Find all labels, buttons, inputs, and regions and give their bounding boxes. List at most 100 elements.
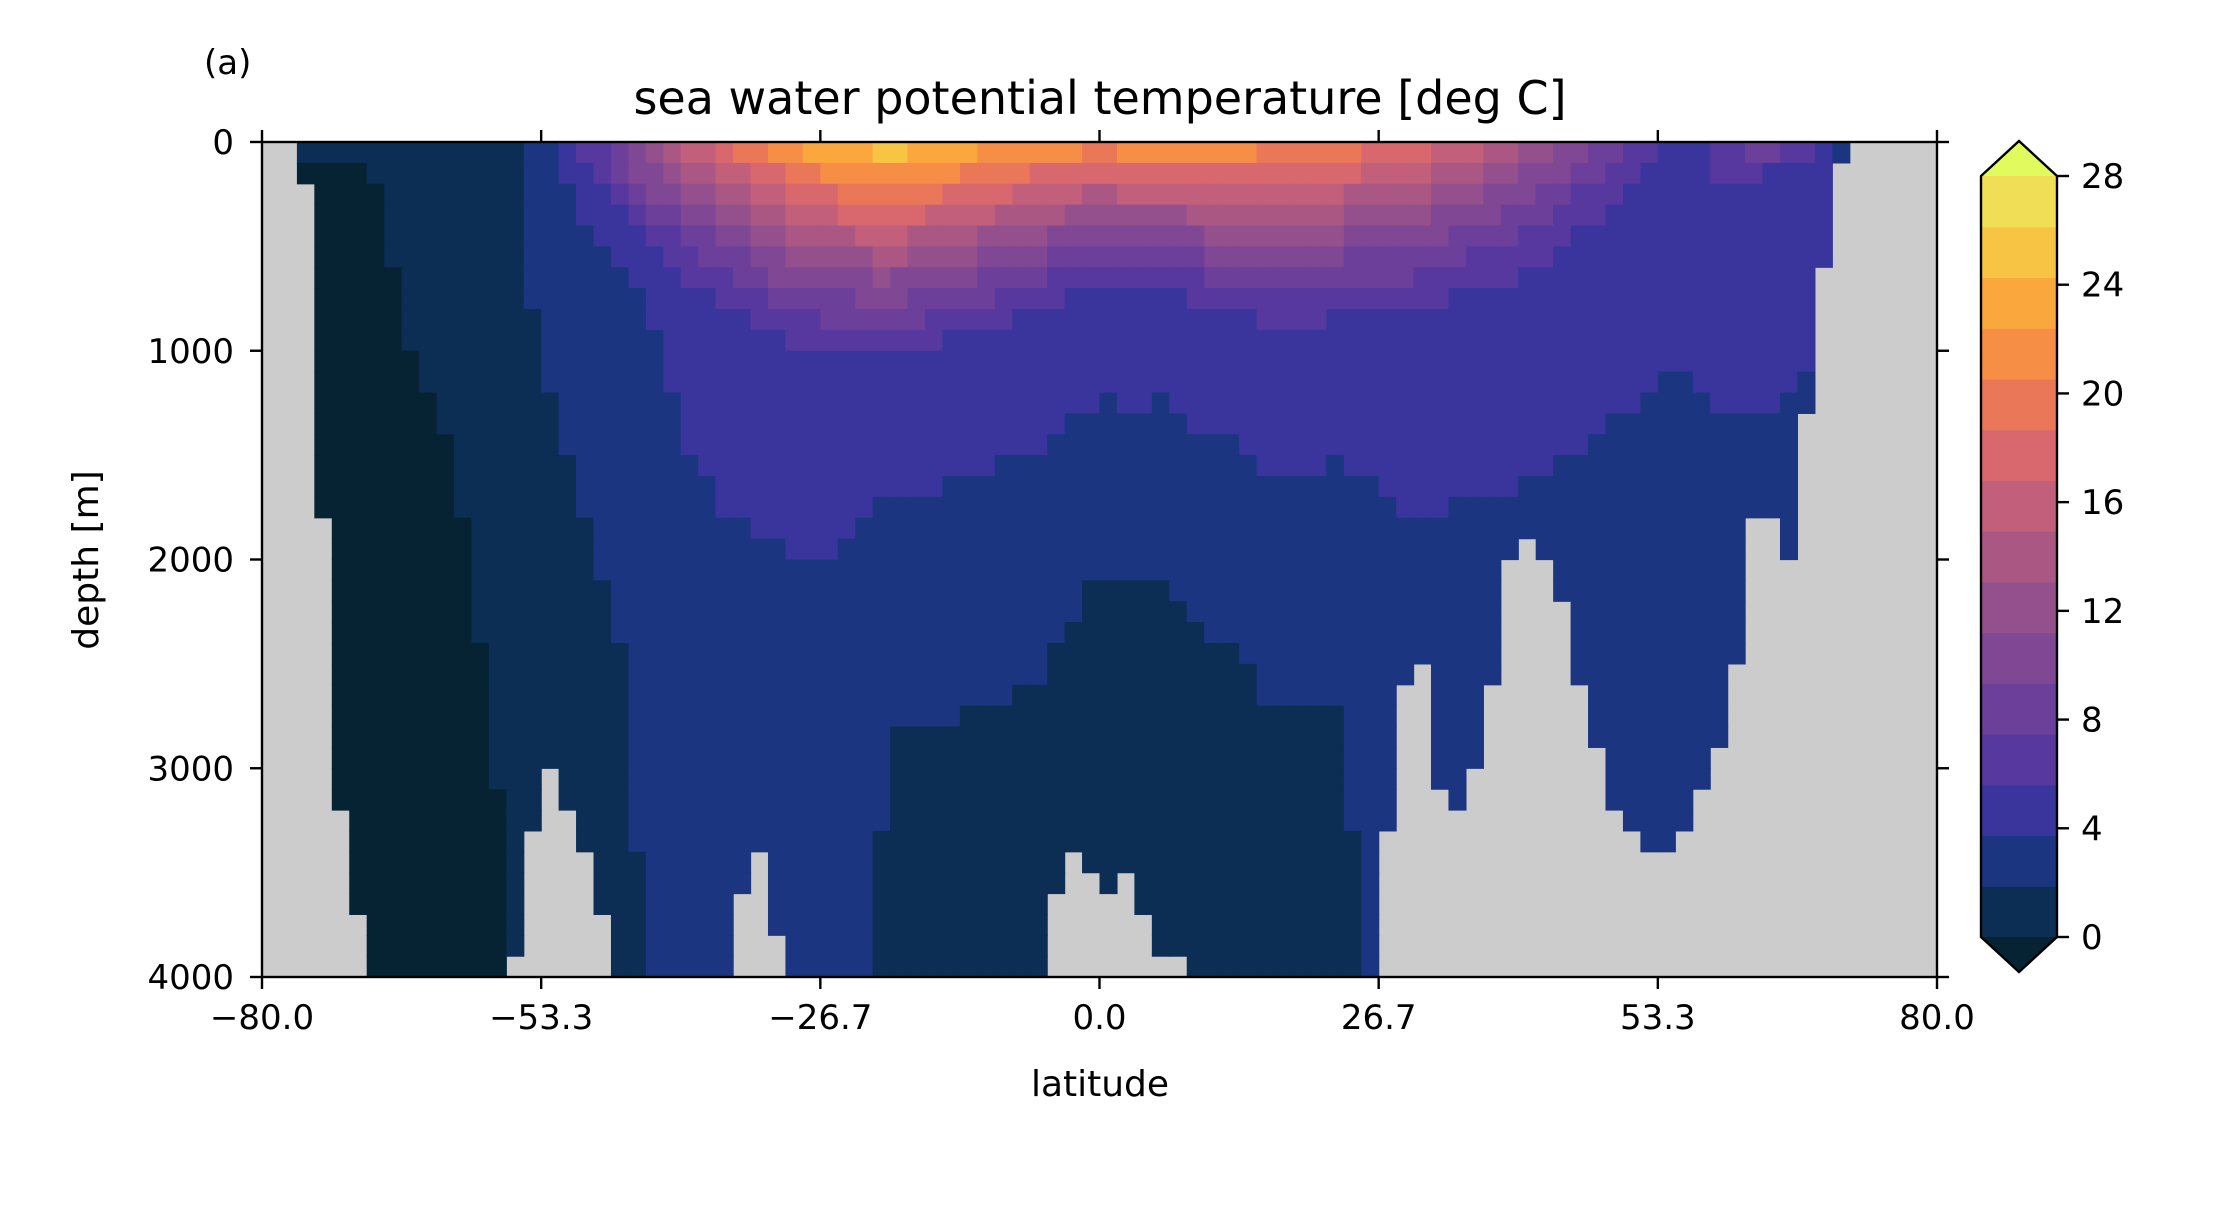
heatmap-cell bbox=[1448, 622, 1467, 644]
heatmap-cell bbox=[296, 142, 315, 164]
heatmap-cell bbox=[1204, 622, 1223, 644]
heatmap-cell bbox=[872, 872, 891, 895]
heatmap-cell bbox=[1413, 183, 1432, 206]
heatmap-cell bbox=[1413, 204, 1432, 227]
heatmap-cell bbox=[1343, 246, 1362, 268]
heatmap-cell bbox=[698, 392, 717, 414]
heatmap-cell bbox=[1273, 935, 1293, 957]
heatmap-cell bbox=[820, 329, 839, 352]
heatmap-cell bbox=[1151, 225, 1170, 247]
heatmap-cell bbox=[733, 851, 752, 874]
heatmap-cell bbox=[1343, 663, 1362, 686]
heatmap-cell bbox=[1727, 204, 1746, 227]
heatmap-cell bbox=[1465, 538, 1484, 561]
heatmap-cell bbox=[1012, 663, 1031, 686]
heatmap-cell bbox=[1239, 434, 1258, 456]
heatmap-cell bbox=[331, 288, 350, 310]
heatmap-cell bbox=[767, 810, 787, 832]
heatmap-cell bbox=[366, 935, 385, 957]
heatmap-cell bbox=[1518, 476, 1537, 498]
heatmap-cell bbox=[977, 663, 996, 686]
heatmap-cell bbox=[959, 622, 978, 644]
heatmap-cell bbox=[767, 851, 787, 874]
heatmap-cell bbox=[1622, 810, 1641, 832]
heatmap-cell bbox=[453, 684, 472, 707]
heatmap-cell bbox=[436, 768, 455, 790]
heatmap-cell bbox=[366, 559, 385, 581]
heatmap-cell bbox=[576, 204, 595, 227]
heatmap-cell bbox=[994, 643, 1013, 665]
heatmap-cell bbox=[1657, 350, 1676, 373]
heatmap-cell bbox=[890, 142, 909, 164]
heatmap-cell bbox=[645, 392, 664, 414]
heatmap-cell bbox=[1186, 204, 1205, 227]
heatmap-cell bbox=[1343, 726, 1362, 748]
heatmap-cell bbox=[1692, 601, 1711, 623]
heatmap-cell bbox=[349, 371, 368, 394]
heatmap-cell bbox=[1448, 789, 1467, 811]
heatmap-cell bbox=[1500, 350, 1519, 373]
heatmap-cell bbox=[314, 434, 333, 456]
heatmap-cell bbox=[1343, 956, 1362, 978]
heatmap-cell bbox=[1675, 476, 1694, 498]
heatmap-cell bbox=[1273, 851, 1293, 874]
heatmap-cell bbox=[419, 434, 438, 456]
heatmap-cell bbox=[576, 768, 595, 790]
heatmap-cell bbox=[1535, 350, 1554, 373]
heatmap-cell bbox=[1221, 371, 1240, 394]
heatmap-cell bbox=[1134, 517, 1153, 540]
heatmap-cell bbox=[767, 225, 787, 247]
heatmap-cell bbox=[1221, 914, 1240, 936]
heatmap-cell bbox=[1605, 225, 1624, 247]
heatmap-cell bbox=[1710, 162, 1729, 185]
heatmap-cell bbox=[680, 851, 699, 874]
heatmap-cell bbox=[1134, 246, 1153, 268]
heatmap-cell bbox=[1012, 434, 1031, 456]
heatmap-cell bbox=[419, 204, 438, 227]
heatmap-cell bbox=[349, 267, 368, 289]
heatmap-cell bbox=[1396, 162, 1415, 185]
heatmap-cell bbox=[349, 705, 368, 728]
heatmap-cell bbox=[750, 329, 769, 352]
heatmap-cell bbox=[907, 162, 926, 185]
heatmap-cell bbox=[506, 830, 525, 853]
heatmap-cell bbox=[1169, 872, 1188, 895]
heatmap-cell bbox=[558, 350, 577, 373]
heatmap-cell bbox=[1396, 288, 1415, 310]
heatmap-cell bbox=[1326, 246, 1345, 268]
heatmap-cell bbox=[1535, 413, 1554, 435]
heatmap-cell bbox=[1431, 183, 1450, 206]
heatmap-cell bbox=[1082, 476, 1101, 498]
heatmap-cell bbox=[1657, 204, 1676, 227]
heatmap-cell bbox=[1047, 496, 1066, 519]
heatmap-cell bbox=[785, 935, 804, 957]
heatmap-cell bbox=[1361, 643, 1380, 665]
heatmap-cell bbox=[1116, 496, 1135, 519]
heatmap-cell bbox=[1029, 183, 1048, 206]
heatmap-cell bbox=[436, 142, 455, 164]
heatmap-cell bbox=[384, 768, 403, 790]
heatmap-cell bbox=[663, 267, 682, 289]
heatmap-cell bbox=[1291, 747, 1310, 769]
heatmap-cell bbox=[1308, 225, 1327, 247]
heatmap-cell bbox=[384, 350, 403, 373]
heatmap-cell bbox=[872, 663, 891, 686]
heatmap-cell bbox=[1012, 204, 1031, 227]
heatmap-cell bbox=[1134, 810, 1153, 832]
heatmap-cell bbox=[1553, 246, 1572, 268]
heatmap-cell bbox=[419, 705, 438, 728]
heatmap-cell bbox=[488, 768, 507, 790]
heatmap-cell bbox=[890, 288, 909, 310]
heatmap-cell bbox=[663, 329, 682, 352]
heatmap-cell bbox=[1186, 914, 1205, 936]
heatmap-cell bbox=[890, 183, 909, 206]
heatmap-cell bbox=[1465, 747, 1484, 769]
heatmap-cell bbox=[1273, 956, 1293, 978]
heatmap-cell bbox=[488, 350, 507, 373]
heatmap-cell bbox=[698, 663, 717, 686]
heatmap-cell bbox=[1116, 392, 1135, 414]
heatmap-cell bbox=[1291, 684, 1310, 707]
heatmap-cell bbox=[488, 914, 507, 936]
heatmap-cell bbox=[645, 288, 664, 310]
heatmap-cell bbox=[645, 663, 664, 686]
